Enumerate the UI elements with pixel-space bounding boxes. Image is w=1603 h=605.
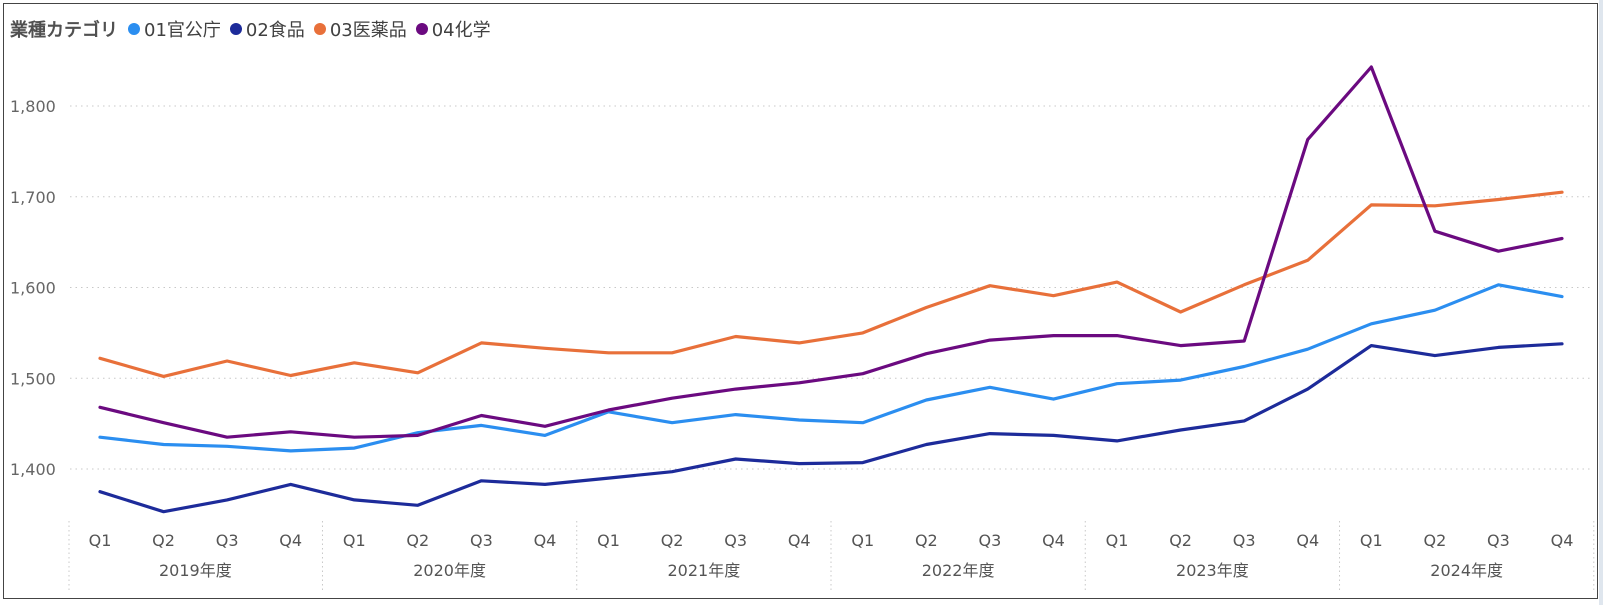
x-tick-label: Q1 <box>343 531 366 550</box>
x-tick-label: Q1 <box>1360 531 1383 550</box>
x-tick-label: Q2 <box>1423 531 1446 550</box>
x-tick-label: Q2 <box>915 531 938 550</box>
x-tick-label: Q4 <box>534 531 557 550</box>
series-line-2 <box>98 342 1564 514</box>
x-tick-label: Q4 <box>1296 531 1319 550</box>
x-group-label: 2022年度 <box>922 561 995 580</box>
x-tick-label: Q3 <box>724 531 747 550</box>
x-tick-label: Q1 <box>851 531 874 550</box>
legend-dot-01 <box>128 23 140 35</box>
x-tick-label: Q2 <box>152 531 175 550</box>
x-group-label: 2019年度 <box>159 561 232 580</box>
x-tick-label: Q2 <box>1169 531 1192 550</box>
x-group-label: 2024年度 <box>1430 561 1503 580</box>
x-tick-label: Q3 <box>1233 531 1256 550</box>
legend-dot-04 <box>415 23 428 35</box>
x-group-label: 2021年度 <box>668 561 741 580</box>
x-tick-label: Q4 <box>1551 531 1574 550</box>
legend-label-03: 03医薬品 <box>329 20 407 41</box>
legend-label-02: 02食品 <box>245 20 305 41</box>
x-tick-label: Q3 <box>216 531 239 550</box>
legend-label-01: 01官公庁 <box>144 20 221 41</box>
y-tick-label: 1,500 <box>10 369 56 388</box>
x-tick-label: Q1 <box>89 531 112 550</box>
series-line-3 <box>98 190 1564 378</box>
legend-item-04[interactable]: 04化学 <box>415 16 491 42</box>
legend: 業種カテゴリ 01官公庁 02食品 03医薬品 04化学 <box>10 17 500 41</box>
x-tick-label: Q4 <box>788 531 811 550</box>
x-tick-label: Q4 <box>1042 531 1065 550</box>
window-edge <box>1599 0 1603 605</box>
x-tick-label: Q1 <box>1106 531 1129 550</box>
x-tick-label: Q3 <box>979 531 1002 550</box>
legend-item-02[interactable]: 02食品 <box>229 16 305 42</box>
legend-item-01[interactable]: 01官公庁 <box>128 16 221 42</box>
x-tick-label: Q4 <box>279 531 302 550</box>
x-group-label: 2020年度 <box>413 561 486 580</box>
x-group-label: 2023年度 <box>1176 561 1249 580</box>
legend-title: 業種カテゴリ <box>10 20 118 41</box>
legend-dot-02 <box>229 23 242 35</box>
x-tick-label: Q3 <box>470 531 493 550</box>
x-tick-label: Q2 <box>406 531 429 550</box>
x-tick-label: Q3 <box>1487 531 1510 550</box>
legend-dot-03 <box>313 23 326 35</box>
y-tick-label: 1,600 <box>10 279 56 298</box>
x-tick-label: Q1 <box>597 531 620 550</box>
series-line-4 <box>98 65 1564 439</box>
chart-frame <box>3 3 1598 599</box>
legend-item-03[interactable]: 03医薬品 <box>313 16 407 42</box>
y-tick-label: 1,400 <box>10 460 56 479</box>
x-tick-label: Q2 <box>661 531 684 550</box>
y-tick-label: 1,800 <box>10 97 56 116</box>
y-tick-label: 1,700 <box>10 188 56 207</box>
series-line-1 <box>98 283 1564 453</box>
legend-label-04: 04化学 <box>431 20 491 41</box>
